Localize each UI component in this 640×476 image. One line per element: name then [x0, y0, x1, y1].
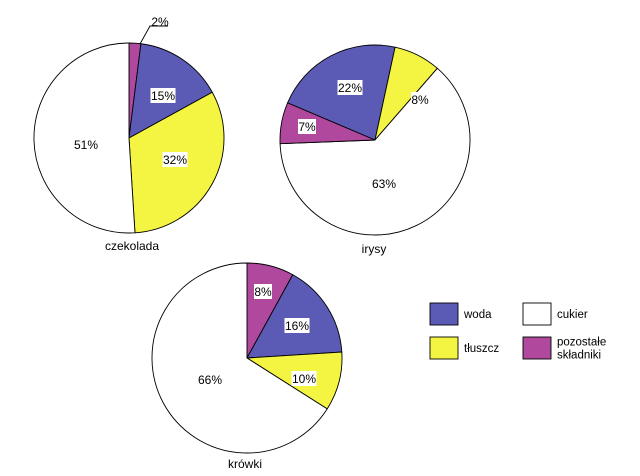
- legend-label: pozostałe: [557, 337, 606, 349]
- pie-slice-cukier: [33, 42, 136, 234]
- data-label: 7%: [298, 120, 316, 134]
- data-label: 63%: [372, 177, 396, 191]
- data-label-background: [337, 80, 363, 95]
- pie-caption: krówki: [228, 457, 262, 471]
- data-label-background: [284, 318, 310, 333]
- legend-swatch: [522, 302, 552, 326]
- legend-label: cukier: [557, 309, 588, 321]
- pie-chart-3: 8% 16% 10% 66% krówki: [151, 262, 343, 471]
- data-label: 51%: [74, 138, 98, 152]
- pie-caption: irysy: [362, 242, 387, 256]
- legend-item-cukier: cukier: [522, 302, 588, 326]
- pie-slice-cukier: [151, 262, 328, 454]
- legend-swatch: [429, 302, 459, 326]
- legend-swatch: [522, 336, 552, 360]
- data-label: 32%: [163, 153, 187, 167]
- data-label-background: [150, 88, 176, 103]
- data-label: 15%: [151, 89, 175, 103]
- data-label-background: [298, 119, 316, 134]
- pie-slice-woda: [246, 274, 343, 359]
- data-label: 8%: [411, 93, 429, 107]
- data-label: 8%: [254, 285, 272, 299]
- legend-label: tłuszcz: [464, 343, 499, 355]
- data-label-background: [162, 152, 188, 167]
- pie-slice-cukier: [279, 67, 471, 236]
- data-label: 10%: [292, 372, 316, 386]
- pie-caption: czekolada: [105, 239, 159, 253]
- legend-label: składniki: [557, 350, 601, 362]
- data-label: 16%: [285, 319, 309, 333]
- data-label: 2%: [151, 15, 169, 29]
- pie-chart-1: 2% 15% 32% 51% czekolada: [33, 15, 225, 253]
- data-label: 66%: [198, 373, 222, 387]
- data-label-background: [291, 371, 317, 386]
- legend-item-tluszcz: tłuszcz: [429, 336, 499, 360]
- data-label: 22%: [338, 81, 362, 95]
- legend-label: woda: [463, 309, 492, 321]
- legend-item-woda: woda: [429, 302, 492, 326]
- data-label-background: [411, 92, 429, 107]
- legend-swatch: [429, 336, 459, 360]
- label-leader-line: [139, 25, 168, 45]
- data-label-background: [254, 284, 272, 299]
- pie-chart-2: 22% 8% 63% 7% irysy: [279, 44, 471, 256]
